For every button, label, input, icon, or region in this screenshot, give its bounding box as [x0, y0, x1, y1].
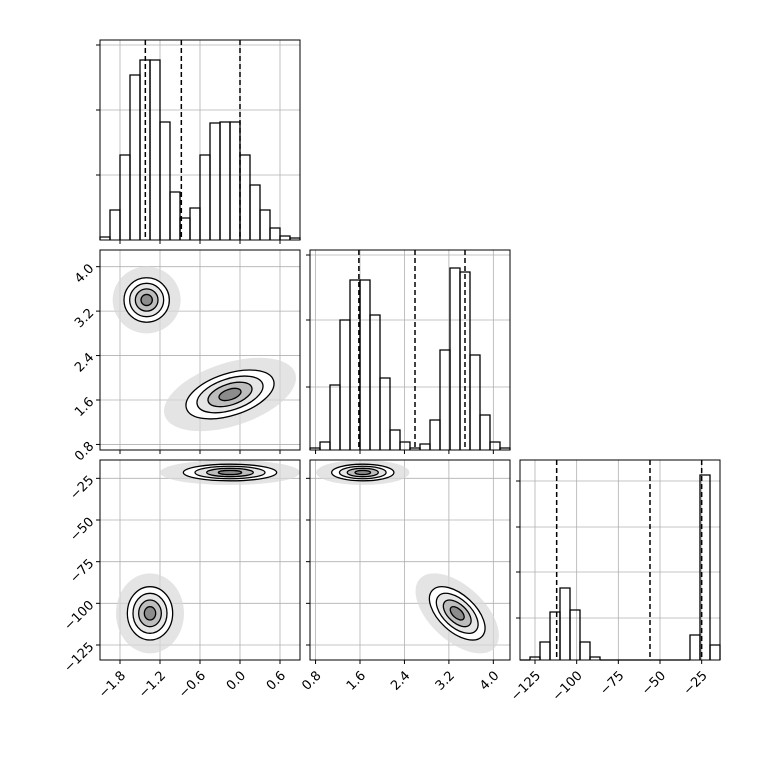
contour: [217, 469, 243, 476]
histogram-step: [159, 121, 171, 240]
x-tick-label: −75: [597, 668, 627, 698]
histogram-step: [489, 441, 501, 450]
histogram-step: [329, 384, 341, 450]
histogram-step: [589, 656, 601, 660]
y-tick-label: 2.4: [72, 350, 97, 375]
x-tick-label: 3.2: [433, 668, 458, 693]
histogram-step: [229, 121, 241, 240]
density-panel: [116, 460, 300, 654]
histogram-step: [379, 377, 391, 450]
histogram-step: [199, 154, 211, 240]
histogram-step: [249, 184, 261, 240]
y-tick-label: −75: [67, 556, 97, 586]
histogram-step: [129, 74, 141, 240]
histogram-step: [259, 209, 271, 240]
histogram-step: [119, 154, 131, 240]
x-tick-label: −125: [508, 668, 544, 704]
x-tick-label: −1.8: [96, 668, 129, 701]
histogram-step: [279, 235, 291, 240]
y-tick-label: −50: [67, 515, 97, 545]
histogram-step: [269, 227, 281, 240]
histogram-step: [389, 429, 401, 450]
panel-frame: [99, 459, 301, 661]
contour: [449, 606, 465, 621]
histogram-step: [319, 441, 331, 450]
x-tick-label: 0.0: [224, 668, 249, 693]
histogram-step: [239, 154, 251, 240]
y-tick-label: 4.0: [72, 261, 97, 286]
contour: [140, 293, 153, 307]
y-tick-label: 0.8: [72, 439, 97, 464]
x-tick-label: 1.6: [344, 668, 369, 693]
contour: [218, 387, 242, 402]
histogram-step: [549, 611, 561, 660]
contour: [143, 606, 157, 621]
panel-frame: [309, 249, 511, 451]
histogram-step: [369, 314, 381, 450]
histogram-step: [189, 207, 201, 240]
x-tick-label: 0.8: [299, 668, 324, 693]
y-tick-label: −25: [67, 473, 97, 503]
x-tick-label: −0.6: [176, 668, 209, 701]
density-panel: [316, 460, 499, 654]
histogram-step: [169, 191, 181, 240]
histogram-step: [539, 641, 551, 660]
density-panel: [112, 266, 296, 432]
histogram-step: [209, 122, 221, 240]
histogram-step: [709, 644, 721, 660]
histogram-step: [339, 319, 351, 450]
histogram-step: [399, 441, 411, 450]
histogram-step: [429, 419, 441, 450]
x-tick-label: −100: [550, 668, 586, 704]
histogram-step: [559, 587, 571, 660]
histogram-step: [219, 121, 231, 240]
histogram-step: [149, 59, 161, 240]
x-tick-label: −25: [681, 668, 711, 698]
x-tick-label: 0.6: [264, 668, 289, 693]
y-tick-label: 3.2: [72, 306, 97, 331]
panel-frame: [519, 459, 721, 661]
panel-frame: [99, 39, 301, 241]
histogram-step: [699, 474, 711, 660]
histogram-step: [569, 609, 581, 660]
y-tick-label: −100: [61, 598, 97, 634]
x-tick-label: −50: [639, 668, 669, 698]
histogram-step: [359, 279, 371, 450]
x-tick-label: 4.0: [477, 668, 502, 693]
histogram-step: [469, 354, 481, 450]
y-tick-label: 1.6: [72, 395, 97, 420]
histogram-step: [579, 641, 591, 660]
histogram-step: [419, 443, 431, 450]
panel-frame: [309, 459, 511, 661]
x-tick-label: 2.4: [388, 668, 413, 693]
x-tick-label: −1.2: [136, 668, 169, 701]
histogram-step: [449, 267, 461, 450]
y-tick-label: −125: [61, 640, 97, 676]
histogram-step: [479, 414, 491, 450]
panel-frame: [99, 249, 301, 451]
contour: [354, 469, 372, 476]
histogram-step: [689, 634, 701, 660]
histogram-step: [109, 209, 121, 240]
